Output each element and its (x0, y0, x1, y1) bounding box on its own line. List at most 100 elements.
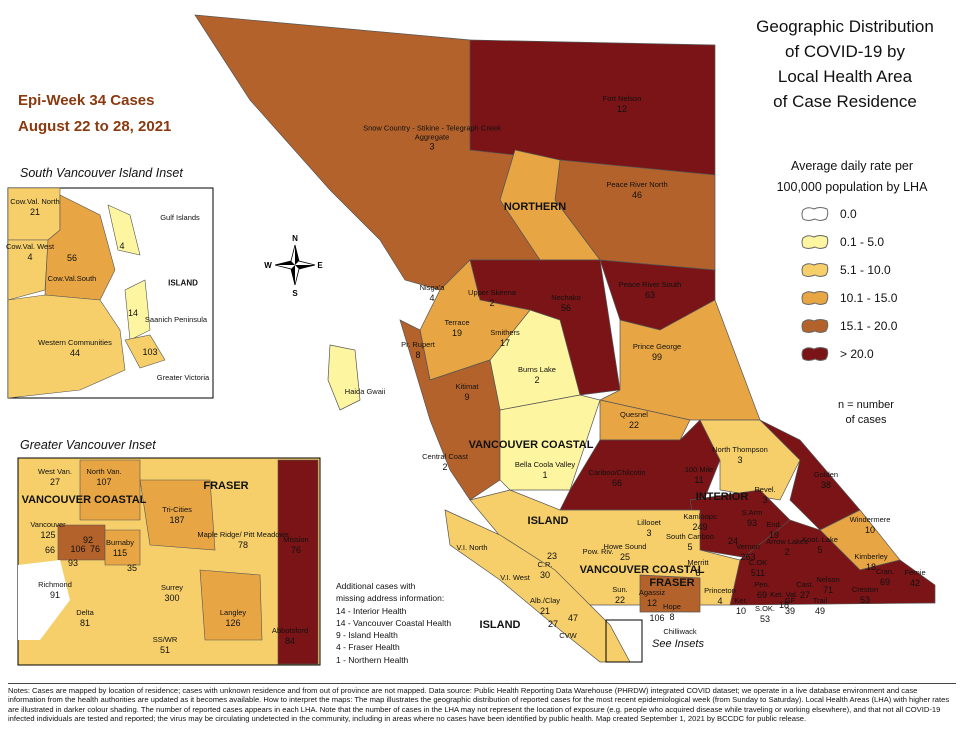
water (18, 560, 70, 640)
case-count: 2 (442, 461, 448, 472)
region (139, 479, 216, 551)
case-count: 92 (82, 535, 94, 545)
additional-heading: Additional cases with (336, 581, 416, 591)
additional-heading: missing address information: (336, 593, 445, 604)
legend-swatch-shape (801, 263, 829, 277)
legend-swatch-shape (801, 347, 829, 361)
case-count: 27 (799, 589, 811, 600)
area-name: Merritt (687, 557, 709, 567)
case-count: 18 (865, 561, 876, 572)
area-label: Cow.Val.South (47, 273, 97, 284)
case-count: 81 (79, 617, 91, 628)
compass-label: N (292, 234, 298, 243)
legend-item: 10.1 - 15.0 (800, 288, 897, 308)
case-count: 115 (112, 547, 128, 558)
area-label: 100 Mile 11 (684, 464, 714, 484)
case-count: 263 (740, 551, 756, 562)
case-count: 10 (735, 605, 746, 616)
legend-title: Average daily rate per 100,000 populatio… (752, 156, 952, 198)
additional-item: 4 - Fraser Health (336, 642, 400, 653)
area-name: Mission (283, 534, 309, 544)
area-label: Cow.Val. North 21 (10, 196, 60, 216)
area-name: Nechako (551, 292, 581, 302)
case-count: 22 (628, 419, 639, 430)
area-name: West Van. (38, 466, 72, 476)
legend-label: 5.1 - 10.0 (840, 263, 891, 277)
area-label: Alb./Clay 21 (530, 596, 560, 616)
area-label: Kitimat 9 (456, 382, 479, 401)
case-count: 2 (534, 374, 540, 385)
area-label: South Cariboo 5 (666, 532, 714, 551)
area-name: Delta (76, 607, 94, 617)
area-name: Langley (219, 607, 247, 617)
legend-label: 0.1 - 5.0 (840, 235, 885, 249)
area-label: 93 (68, 558, 78, 568)
area-label: North Van. 107 (86, 467, 121, 486)
area-name: Central Coast (422, 451, 468, 461)
region (639, 574, 701, 613)
area-label: Howe Sound 25 (603, 541, 647, 561)
case-count: 76 (89, 544, 101, 554)
region (107, 204, 141, 256)
area-label: Merritt 8 (687, 557, 709, 577)
area-name: Snow Country - Stikine - Telegraph Creek… (363, 123, 501, 141)
area-label: 103 (142, 347, 157, 357)
area-label: Cariboo/Chilcotin 66 (588, 468, 645, 487)
case-count: 125 (40, 529, 56, 540)
legend-label: > 20.0 (840, 347, 874, 361)
case-count: 249 (692, 521, 708, 532)
case-count: 8 (669, 611, 675, 622)
area-name: Cow.Val. West (5, 241, 55, 251)
case-count: 21 (539, 605, 551, 616)
case-count: 66 (44, 545, 56, 555)
notes: Notes: Cases are mapped by location of r… (8, 683, 956, 724)
area-name: C.OK (748, 557, 768, 567)
area-label: Burnaby 115 (106, 538, 134, 558)
area-label: Quesnel 22 (620, 410, 648, 430)
case-count: 71 (822, 584, 834, 595)
case-count: 4 (27, 251, 33, 262)
area-label: V.I. North (457, 543, 488, 553)
case-count: 30 (539, 569, 550, 580)
case-count: 5 (817, 544, 823, 555)
area-label: Kamloops 249 (683, 512, 716, 532)
legend-swatch (801, 319, 829, 333)
case-count: 51 (159, 644, 170, 655)
case-count: 126 (225, 617, 241, 628)
region (104, 529, 141, 566)
area-label: Creston 53 (852, 585, 878, 604)
title-line: Geographic Distribution (756, 17, 934, 36)
area-name: Howe Sound (603, 541, 647, 551)
area-name: Cow.Val.South (47, 273, 97, 283)
area-label: Arrow Lakes 2 (766, 537, 808, 556)
area-label: 4 (119, 241, 124, 251)
area-name: Cow.Val. North (10, 196, 60, 206)
case-count: 84 (284, 635, 295, 646)
area-name: 100 Mile (684, 464, 714, 474)
area-label: 47 (568, 613, 578, 623)
area-label: Abbotsford 84 (272, 626, 308, 646)
case-count: 27 (49, 476, 60, 487)
area-label: Prince George 99 (633, 342, 681, 361)
health-authority-label: ISLAND (527, 515, 569, 527)
area-name: GF (784, 595, 796, 605)
area-name: S.Arm (741, 507, 763, 517)
area-name: Trail (812, 595, 828, 605)
epi-week: Epi-Week 34 Cases August 22 to 28, 2021 (18, 88, 171, 140)
health-authority-label: ISLAND (479, 619, 521, 631)
case-count: 18 (778, 599, 790, 610)
region (79, 459, 141, 521)
area-name: SS/WR (152, 634, 178, 644)
legend-swatch (801, 263, 829, 277)
area-name: Burns Lake (518, 364, 556, 374)
area-label: 24 (728, 536, 738, 546)
area-name: Chilliwack (663, 626, 697, 636)
map: N E S W (7, 14, 936, 666)
area-label: 106 (70, 544, 85, 554)
case-count: 4 (429, 292, 435, 303)
case-count: 22 (614, 594, 625, 605)
area-label: 66 (45, 545, 55, 555)
case-count: 8 (415, 349, 421, 360)
area-label: Windermere 10 (850, 515, 891, 534)
